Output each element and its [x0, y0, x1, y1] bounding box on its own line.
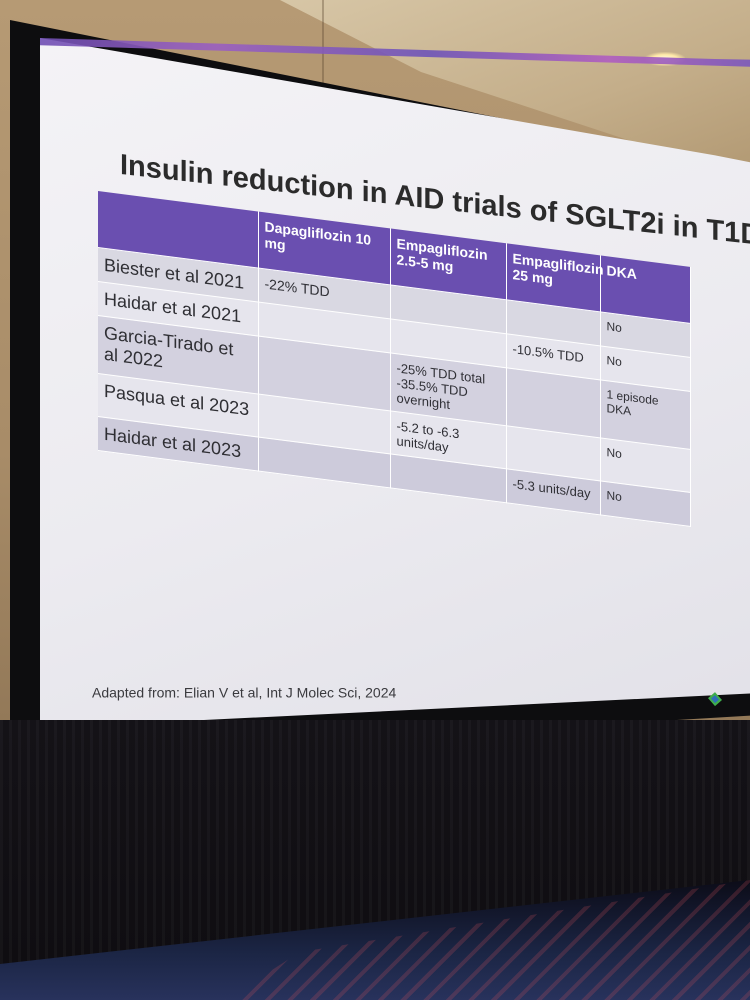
trials-table: Dapagliflozin 10 mg Empagliflozin 2.5-5 … [98, 191, 691, 527]
wall-seam [322, 0, 324, 110]
source-citation: Adapted from: Elian V et al, Int J Molec… [92, 684, 397, 701]
slide: Insulin reduction in AID trials of SGLT2… [90, 149, 750, 787]
presenter-logo-icon [708, 692, 722, 707]
